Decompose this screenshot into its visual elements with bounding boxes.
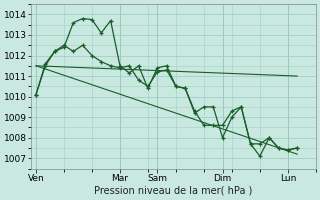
X-axis label: Pression niveau de la mer( hPa ): Pression niveau de la mer( hPa ) — [94, 186, 253, 196]
